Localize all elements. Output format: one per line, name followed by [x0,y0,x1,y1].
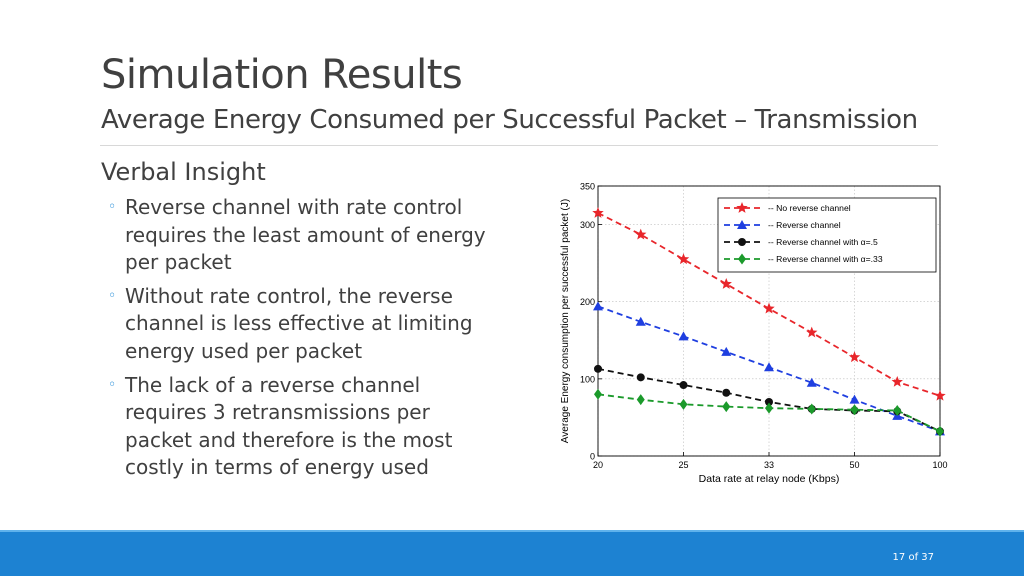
bullet-marker-icon: ◦ [108,287,117,304]
series-4-point [850,404,859,416]
legend-marker [738,238,746,246]
series-1-point [848,351,861,363]
slide-title: Simulation Results [101,52,463,98]
insight-bullet: ◦ Without rate control, the reverse chann… [108,283,488,366]
title-divider [100,145,938,146]
y-axis-label: Average Energy consumption per successfu… [560,199,571,443]
series-4-point [765,402,773,414]
series-4-point [807,403,816,415]
series-1-point [934,389,946,401]
series-1-point [635,228,647,240]
y-tick-label: 350 [580,182,595,192]
bullet-text: Without rate control, the reverse channe… [125,283,473,363]
bullet-text: The lack of a reverse channel requires 3… [125,372,453,480]
series-4-point [722,401,731,413]
series-2-point [635,316,646,326]
bullet-text: Reverse channel with rate control requir… [125,195,486,275]
series-2-point [849,394,860,404]
series-1-point [677,253,690,265]
x-tick-label: 50 [849,460,859,470]
series-2-point [678,331,689,341]
x-axis-label: Data rate at relay node (Kbps) [699,473,840,485]
legend-label: -- Reverse channel [768,220,841,230]
slide-subtitle: Average Energy Consumed per Successful P… [101,105,918,135]
bullet-marker-icon: ◦ [108,199,117,215]
series-1-point [763,302,775,314]
insight-bullet: ◦ The lack of a reverse channel requires … [108,372,488,482]
legend-marker [737,220,747,229]
legend-label: -- Reverse channel with α=.5 [768,237,878,247]
energy-chart: 0 100 200 300 350 20 25 33 50 100 Data rate at rel… [560,182,948,486]
series-4-point [679,398,688,410]
series-1-point [806,326,818,338]
series-2-point [721,346,732,356]
insight-bullet-list: ◦ Reverse channel with rate control requi… [108,194,488,488]
series-4-point [636,394,645,406]
series-2-point [764,362,774,372]
y-tick-label: 0 [590,452,595,462]
y-tick-label: 200 [580,297,595,307]
legend-label: -- No reverse channel [768,203,851,213]
series-3-point [722,388,731,397]
series-3-point [765,398,773,406]
legend-label: -- Reverse channel with α=.33 [768,254,883,264]
series-2-point [593,301,603,311]
series-4-point [893,404,902,416]
series-2-point [806,377,817,387]
series-line-1 [597,212,941,397]
insight-bullet: ◦ Reverse channel with rate control requi… [108,194,488,277]
y-tick-label: 300 [580,220,595,230]
x-tick-label: 20 [593,460,603,470]
insight-heading: Verbal Insight [101,158,266,186]
series-3-point [636,373,645,382]
footer-bar [0,532,1024,576]
series-1-point [720,277,732,289]
series-3-point [679,381,688,390]
page-number: 17 of 37 [892,552,934,563]
series-4-point [594,388,602,400]
legend-marker [738,253,746,265]
series-1-point [891,375,903,387]
y-tick-label: 100 [580,374,595,384]
legend-marker [736,202,748,213]
x-tick-label: 25 [678,460,688,470]
series-1-point [592,207,604,218]
x-tick-label: 100 [932,460,947,470]
series-4-point [936,425,944,437]
x-tick-label: 33 [764,460,774,470]
series-3-point [594,364,602,373]
bullet-marker-icon: ◦ [108,376,117,393]
